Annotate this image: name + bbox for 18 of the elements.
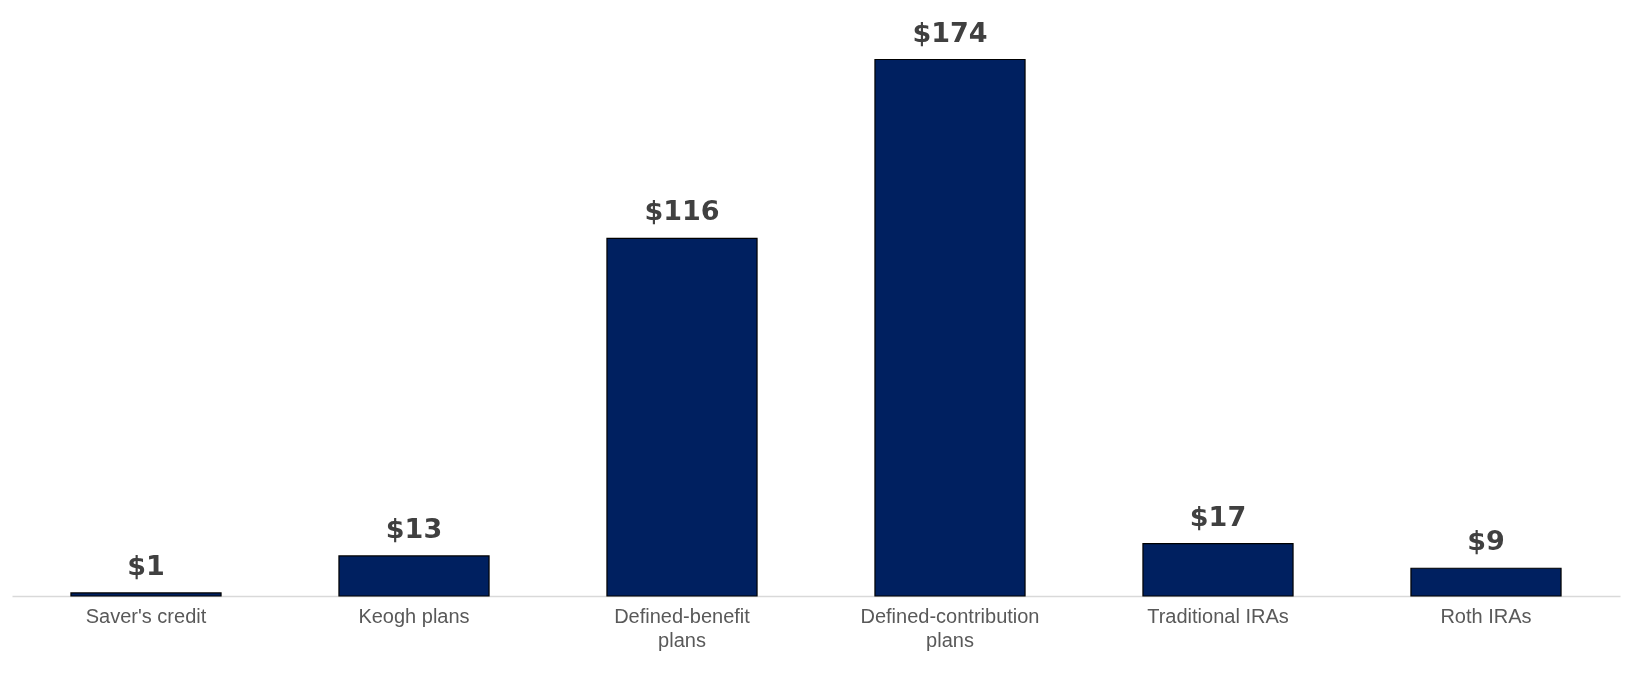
- bar: [874, 58, 1026, 597]
- x-tick-label: Defined-benefit plans: [614, 604, 751, 651]
- data-label: $1: [127, 549, 165, 581]
- bar: [1410, 567, 1562, 597]
- bar: [338, 555, 490, 597]
- x-tick-label: Saver's credit: [85, 604, 207, 627]
- data-label: $9: [1467, 525, 1505, 557]
- x-tick-label: Defined-contribution plans: [860, 604, 1040, 651]
- bar: [70, 592, 222, 597]
- data-label: $17: [1189, 500, 1247, 532]
- bar: [1142, 542, 1294, 597]
- data-label: $116: [644, 195, 720, 227]
- bar: [606, 237, 758, 597]
- x-tick-label: Traditional IRAs: [1147, 604, 1289, 627]
- data-label: $13: [385, 512, 443, 544]
- x-tick-label: Roth IRAs: [1440, 604, 1532, 627]
- data-label: $174: [912, 16, 988, 48]
- x-tick-label: Keogh plans: [358, 604, 470, 627]
